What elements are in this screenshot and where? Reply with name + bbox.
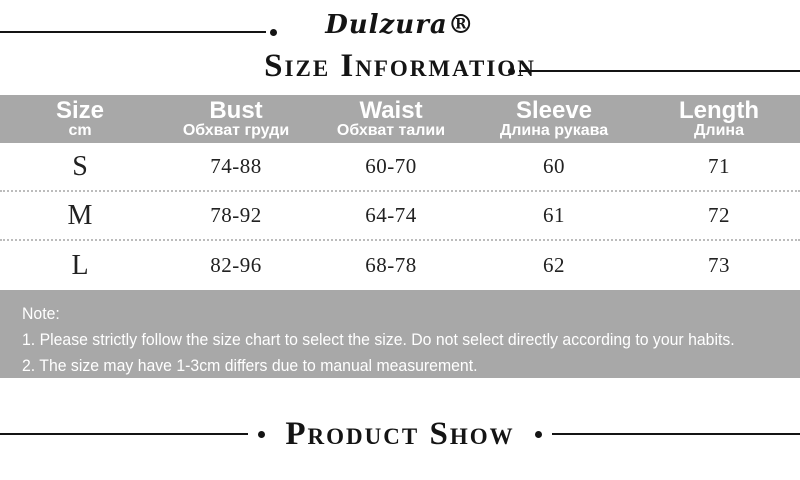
header-waist-label: Waist	[359, 97, 423, 124]
cell-size: S	[72, 150, 88, 182]
size-table: Size cm Bust Обхват груди Waist Обхват т…	[0, 95, 800, 290]
header-length-sublabel: Длина	[694, 122, 744, 140]
header-size-label: Size	[55, 97, 105, 124]
decorative-line-right	[519, 70, 800, 72]
decorative-line-right	[551, 433, 800, 435]
header-bust-sublabel: Обхват груди	[182, 122, 290, 140]
header-section: Dulzura® Size Information	[0, 0, 800, 95]
header-waist: Waist Обхват талии	[312, 95, 470, 143]
cell-length: 71	[708, 154, 730, 178]
cell-bust: 78-92	[210, 203, 262, 227]
decorative-dot-right	[508, 68, 515, 75]
header-bust-label: Bust	[209, 97, 263, 124]
cell-sleeve: 62	[543, 253, 565, 277]
product-show-section: Product Show	[0, 378, 800, 480]
note-line-1: 1. Please strictly follow the size chart…	[22, 329, 735, 349]
note-title: Note:	[22, 304, 60, 323]
product-show-title: Product Show	[285, 415, 515, 452]
brand-logo: Dulzura®	[325, 10, 475, 40]
cell-sleeve: 61	[543, 203, 565, 227]
cell-size: L	[71, 249, 89, 281]
decorative-dot-left	[270, 29, 277, 36]
cell-waist: 60-70	[365, 154, 417, 178]
cell-length: 73	[708, 253, 730, 277]
decorative-dot-left	[258, 430, 266, 438]
note-box: Note: 1. Please strictly follow the size…	[0, 290, 800, 378]
header-sleeve-label: Sleeve	[515, 97, 593, 124]
cell-sleeve: 60	[543, 154, 565, 178]
header-sleeve: Sleeve Длина рукава	[470, 95, 638, 143]
table-row-size-s: S 74-88 60-70 60 71	[0, 143, 800, 192]
header-sleeve-sublabel: Длина рукава	[499, 122, 609, 140]
size-table-header-row: Size cm Bust Обхват груди Waist Обхват т…	[0, 95, 800, 143]
cell-waist: 68-78	[365, 253, 417, 277]
decorative-line-left	[0, 31, 266, 33]
decorative-line-left	[0, 433, 249, 435]
header-length: Length Длина	[638, 95, 800, 143]
cell-size: M	[67, 199, 93, 231]
cell-waist: 64-74	[365, 203, 417, 227]
header-bust: Bust Обхват груди	[160, 95, 312, 143]
note-line-2: 2. The size may have 1-3cm differs due t…	[22, 355, 478, 375]
cell-bust: 82-96	[210, 253, 262, 277]
table-row-size-l: L 82-96 68-78 62 73	[0, 241, 800, 290]
header-size-sublabel: cm	[68, 122, 92, 140]
cell-bust: 74-88	[210, 154, 262, 178]
cell-length: 72	[708, 203, 730, 227]
header-waist-sublabel: Обхват талии	[336, 122, 446, 140]
size-information-title: Size Information	[264, 48, 536, 84]
header-size: Size cm	[0, 95, 160, 143]
table-row-size-m: M 78-92 64-74 61 72	[0, 192, 800, 241]
decorative-dot-right	[534, 430, 542, 438]
header-length-label: Length	[679, 97, 759, 124]
